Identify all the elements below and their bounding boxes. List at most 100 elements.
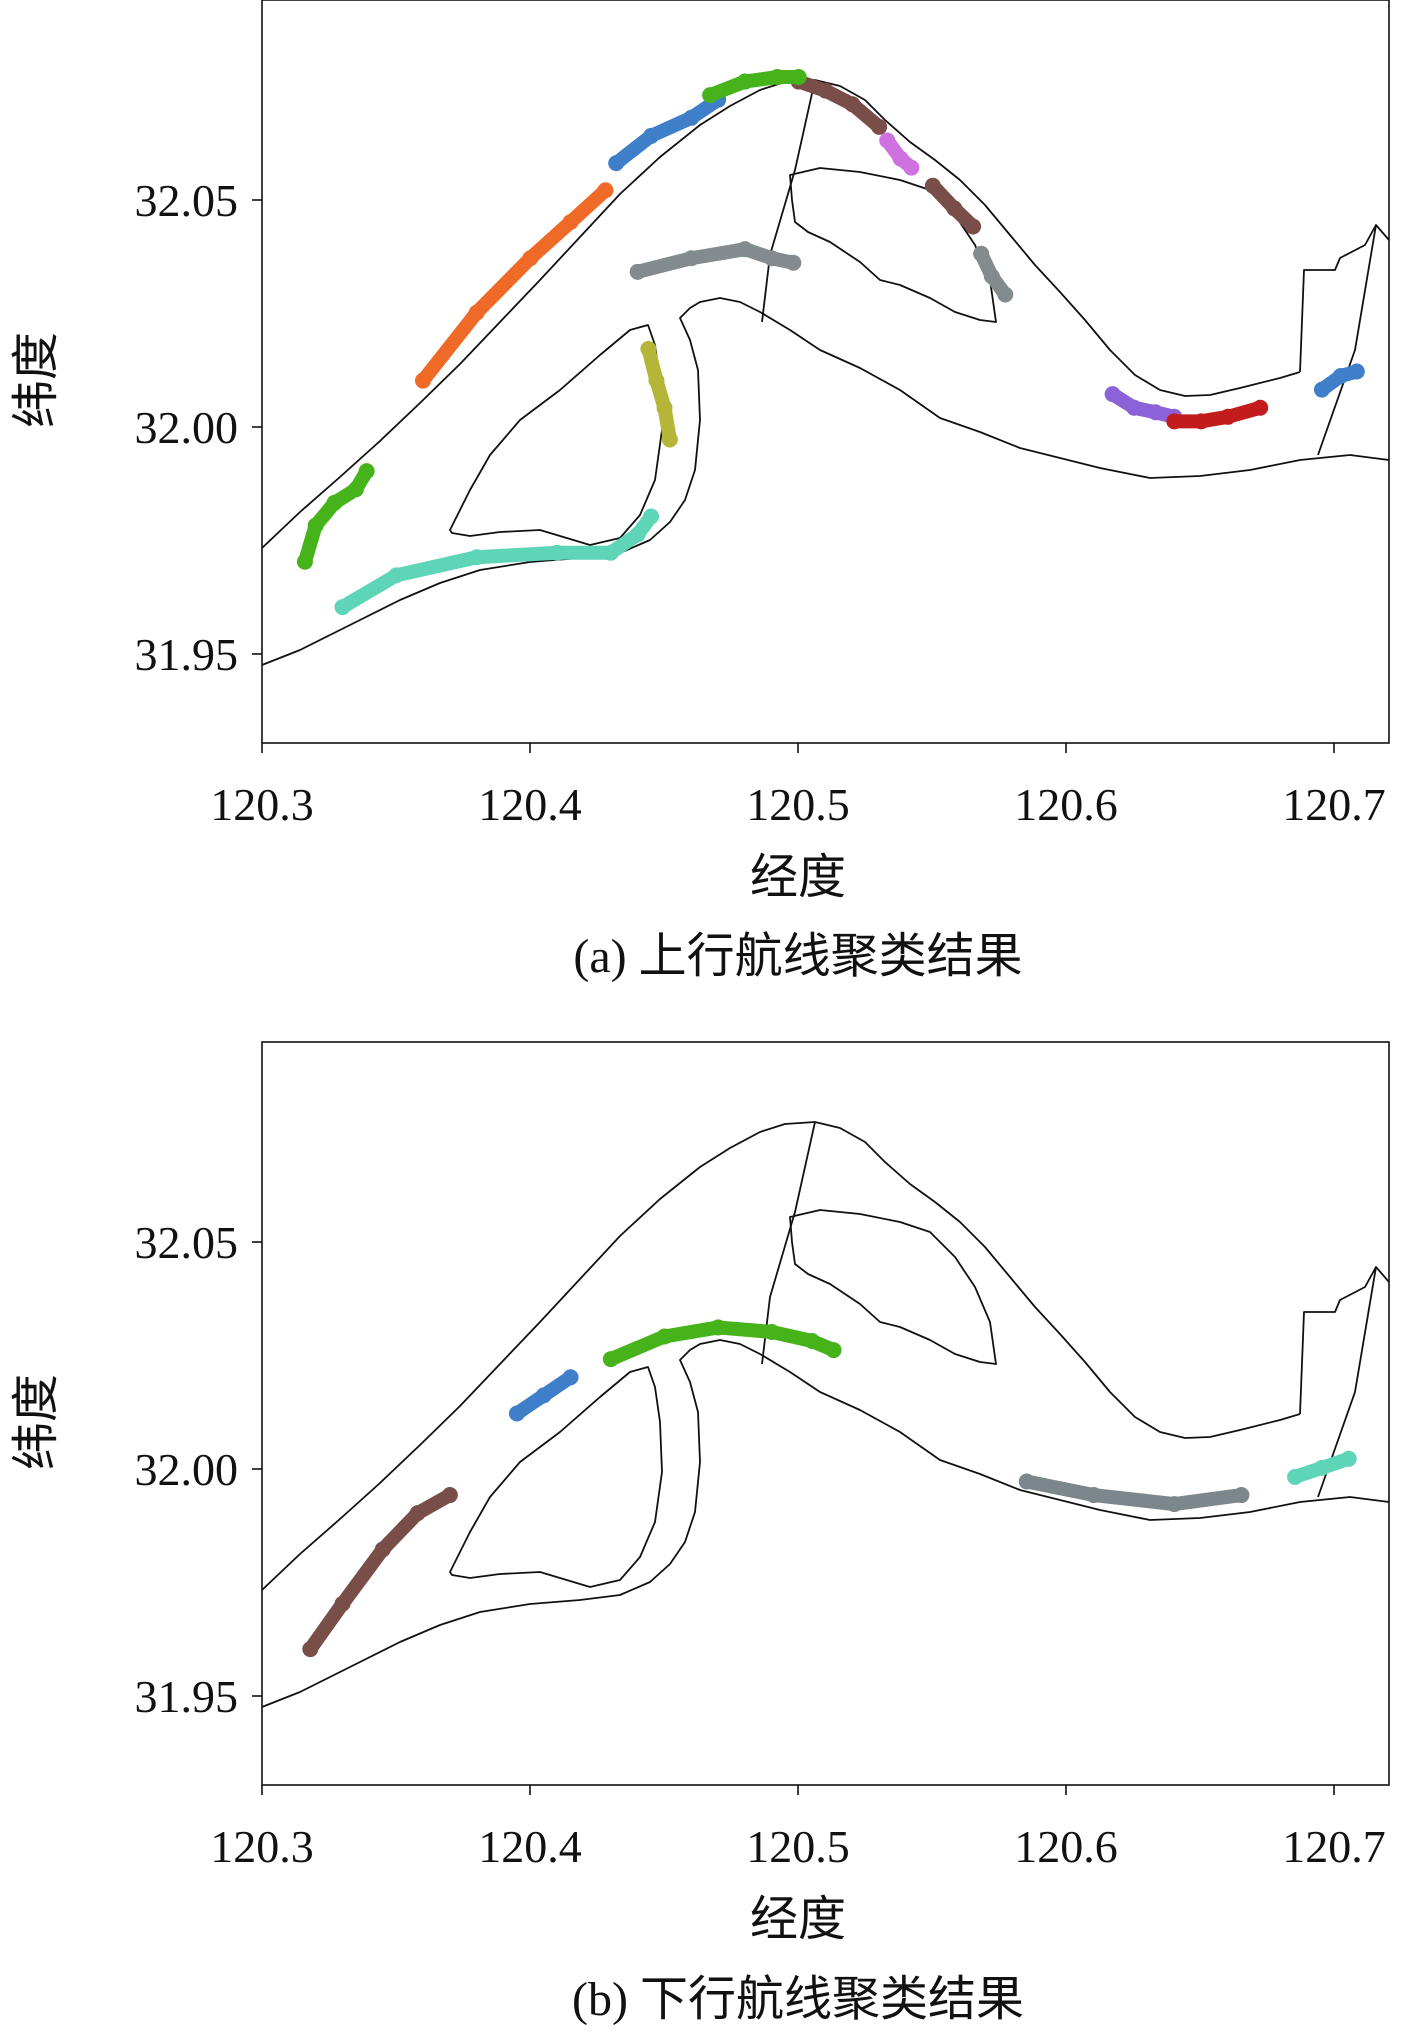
cluster-point [629,526,646,543]
cluster-point [790,69,807,86]
cluster-point [441,1487,458,1504]
cluster-point [1018,1473,1035,1490]
cluster-point [358,463,375,480]
cluster-point [903,159,920,176]
cluster-a-0 [790,73,888,135]
cluster-point [562,213,579,230]
cluster-point [804,1333,821,1350]
cluster-b-0 [602,1319,842,1368]
cluster-point [1313,1459,1330,1476]
cluster-point [737,73,753,90]
north-bank-line-b [261,1121,1301,1591]
clusters-a [296,69,1365,616]
cluster-point [1233,1487,1250,1504]
ytick-label-b-3205: 32.05 [135,1217,239,1268]
cluster-point [1085,1487,1102,1504]
cluster-a-10 [334,508,660,616]
cluster-point [562,1369,579,1386]
ytick-label-a-3205: 32.05 [135,175,239,226]
cluster-point [871,118,888,135]
xlabel-b: 经度 [750,1893,846,1946]
cluster-point [997,286,1014,303]
yticks-a [252,199,262,655]
cluster-point [334,599,351,616]
xtick-label-a-1204: 120.4 [478,779,582,830]
clusters-b [302,1319,1357,1658]
ytick-label-b-3200: 32.00 [135,1444,239,1495]
cluster-point [1166,413,1183,430]
cluster-b-4 [1287,1450,1357,1485]
ylabel-a: 纬度 [10,332,63,428]
cluster-band [1105,387,1182,424]
cluster-point [1166,1496,1183,1513]
cluster-point [1340,1450,1357,1467]
ytick-label-a-3200: 32.00 [135,402,239,453]
xtick-label-b-1205: 120.5 [746,1821,850,1872]
cluster-a-6 [629,241,802,280]
cluster-a-2 [608,91,727,172]
cluster-b-2 [302,1487,458,1658]
cluster-point [648,372,665,389]
south-bank-line-b [261,1339,1390,1708]
island-west [449,324,663,546]
cluster-point [549,544,566,561]
xtick-label-a-1205: 120.5 [746,779,850,830]
cluster-point [602,544,619,561]
cluster-band [609,92,726,171]
cluster-point [737,241,753,258]
island-east [789,167,997,323]
ytick-label-b-3195: 31.95 [135,1671,239,1722]
east-dike-b [1299,1266,1390,1415]
cluster-point [661,431,678,448]
cluster-point [983,268,1000,285]
ytick-label-a-3195: 31.95 [135,629,239,680]
shoreline-a [261,79,1390,666]
cluster-point [825,1342,842,1359]
cluster-point [1287,1468,1304,1485]
xtick-label-b-1206: 120.6 [1014,1821,1118,1872]
shoreline-b [261,1121,1390,1708]
cluster-band [303,1488,457,1657]
cluster-point [334,1595,351,1612]
cluster-a-7 [973,245,1014,303]
channel-line-1 [761,79,816,323]
south-bank-line [261,297,1390,666]
cluster-point [1220,408,1236,425]
cluster-a-4 [415,182,614,389]
cluster-point [946,200,963,217]
xticks-b [261,1785,1335,1795]
cluster-point [973,245,990,262]
cluster-point [374,1541,391,1558]
cluster-band [791,74,887,134]
cluster-point [522,250,539,267]
cluster-point [388,567,405,584]
plot-frame-a [261,0,1390,744]
cluster-band [1167,400,1268,429]
yticks-b [252,1241,262,1697]
cluster-point [629,263,646,280]
cluster-point [1252,399,1269,416]
cluster-point [347,481,364,498]
cluster-point [409,1505,426,1522]
cluster-point [640,340,657,357]
cluster-point [817,82,834,99]
cluster-point [296,553,313,570]
cluster-point [656,399,673,416]
cluster-point [1104,386,1121,403]
cluster-b-1 [508,1369,579,1422]
xtick-label-b-1203: 120.3 [210,1821,314,1872]
xtick-label-a-1207: 120.7 [1282,779,1386,830]
cluster-point [892,150,909,167]
north-bank-line [261,79,1301,549]
cluster-point [844,96,861,113]
cluster-point [710,1319,727,1336]
cluster-a-13 [1313,363,1365,398]
cluster-point [535,1387,552,1404]
cluster-point [307,517,324,534]
cluster-a-3 [702,69,807,104]
xtick-label-a-1203: 120.3 [210,779,314,830]
cluster-point [702,87,719,104]
plot-frame-b [261,1041,1390,1786]
cluster-band [703,70,806,103]
xtick-label-b-1204: 120.4 [478,1821,582,1872]
